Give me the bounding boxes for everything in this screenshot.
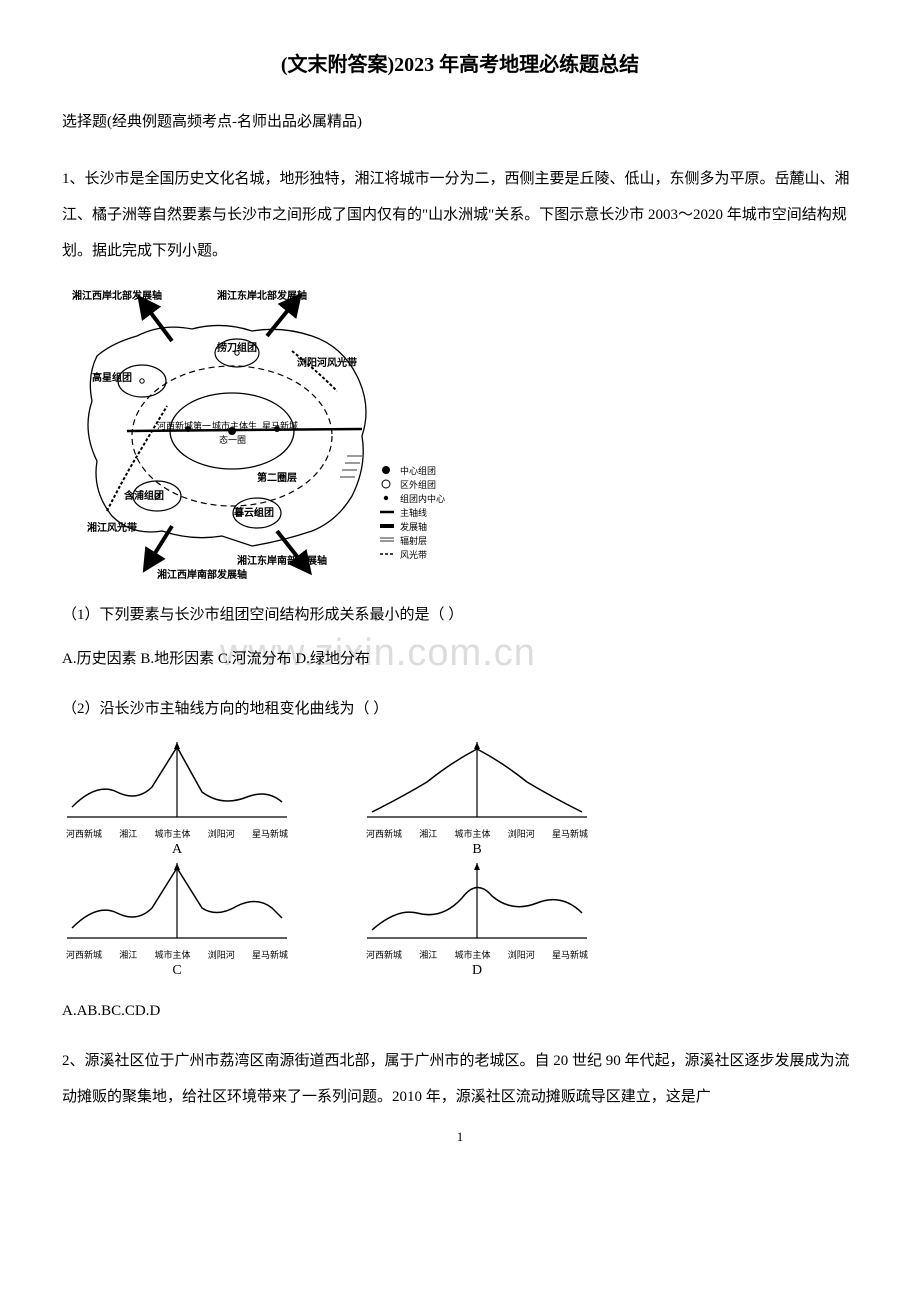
q1-diagram: 湘江西岸北部发展轴 湘江东岸北部发展轴 捞刀组团 浏阳河风光带 高星组团 河西新… — [62, 281, 858, 581]
axis-label: 星马新城 — [252, 948, 288, 961]
diag-label: 湘江东岸北部发展轴 — [217, 289, 307, 302]
axis-label: 星马新城 — [552, 948, 588, 961]
axis-label: 河西新城 — [366, 827, 402, 840]
axis-label: 星马新城 — [252, 827, 288, 840]
chart-c: 河西新城 湘江 城市主体 浏阳河 星马新城 C — [62, 858, 292, 979]
page-number: 1 — [457, 1129, 464, 1145]
axis-label: 河西新城 — [66, 827, 102, 840]
axis-label: 河西新城 — [366, 948, 402, 961]
diag-label: 城市主体生 — [212, 420, 257, 431]
chart-label-d: D — [362, 963, 592, 979]
diag-label: 态一圈 — [219, 434, 246, 445]
axis-label: 浏阳河 — [208, 948, 235, 961]
axis-label: 城市主体 — [454, 948, 490, 961]
q1-sub1-options: A.历史因素 B.地形因素 C.河流分布 D.绿地分布 — [62, 641, 858, 677]
q2-intro: 2、源溪社区位于广州市荔湾区南源街道西北部，属于广州市的老城区。自 20 世纪 … — [62, 1043, 858, 1115]
chart-label-a: A — [62, 842, 292, 858]
chart-b: 河西新城 湘江 城市主体 浏阳河 星马新城 B — [362, 737, 592, 858]
legend-item: 风光带 — [400, 549, 427, 560]
axis-label: 河西新城 — [66, 948, 102, 961]
legend-item: 主轴线 — [400, 507, 427, 518]
page-title: (文末附答案)2023 年高考地理必练题总结 — [62, 48, 858, 77]
axis-label: 湘江 — [119, 948, 137, 961]
q1-sub2-charts: 河西新城 湘江 城市主体 浏阳河 星马新城 A 河西新城 湘江 — [62, 737, 612, 979]
legend-item: 发展轴 — [400, 521, 427, 532]
q1-sub2-options: A.AB.BC.CD.D — [62, 993, 858, 1029]
axis-label: 湘江 — [119, 827, 137, 840]
diag-label: 高星组团 — [92, 371, 132, 384]
chart-label-c: C — [62, 963, 292, 979]
chart-d: 河西新城 湘江 城市主体 浏阳河 星马新城 D — [362, 858, 592, 979]
diag-label: 暮云组团 — [233, 506, 274, 519]
diag-label: 湘江西岸北部发展轴 — [72, 289, 162, 302]
diag-label: 浏阳河风光带 — [297, 356, 357, 369]
section-subtitle: 选择题(经典例题高频考点-名师出品必属精品) — [62, 107, 858, 137]
axis-label: 浏阳河 — [508, 827, 535, 840]
diag-label: 湘江西岸南部发展轴 — [157, 568, 247, 581]
axis-label: 浏阳河 — [508, 948, 535, 961]
legend-item: 区外组团 — [400, 479, 436, 490]
chart-label-b: B — [362, 842, 592, 858]
diag-label: 第二圈层 — [257, 471, 297, 484]
q1-sub1: （1）下列要素与长沙市组团空间结构形成关系最小的是（ ） — [62, 597, 858, 633]
axis-label: 星马新城 — [552, 827, 588, 840]
axis-label: 浏阳河 — [208, 827, 235, 840]
legend-item: 中心组团 — [400, 465, 436, 476]
legend-item: 组团内中心 — [400, 493, 445, 504]
axis-label: 湘江 — [419, 827, 437, 840]
diag-label: 湘江风光带 — [87, 521, 137, 534]
chart-a: 河西新城 湘江 城市主体 浏阳河 星马新城 A — [62, 737, 292, 858]
diag-label: 捞刀组团 — [217, 341, 257, 354]
axis-label: 城市主体 — [154, 827, 190, 840]
q1-intro: 1、长沙市是全国历史文化名城，地形独特，湘江将城市一分为二，西侧主要是丘陵、低山… — [62, 161, 858, 269]
diag-label: 含浦组团 — [124, 489, 164, 502]
diag-label: 湘江东岸南部发展轴 — [237, 554, 327, 567]
diag-label: 河西新城第一 — [157, 420, 211, 431]
diag-label: 星马新城 — [262, 420, 298, 431]
axis-label: 湘江 — [419, 948, 437, 961]
axis-label: 城市主体 — [154, 948, 190, 961]
q1-sub2: （2）沿长沙市主轴线方向的地租变化曲线为（ ） — [62, 691, 858, 727]
legend-item: 辐射层 — [400, 535, 427, 546]
axis-label: 城市主体 — [454, 827, 490, 840]
